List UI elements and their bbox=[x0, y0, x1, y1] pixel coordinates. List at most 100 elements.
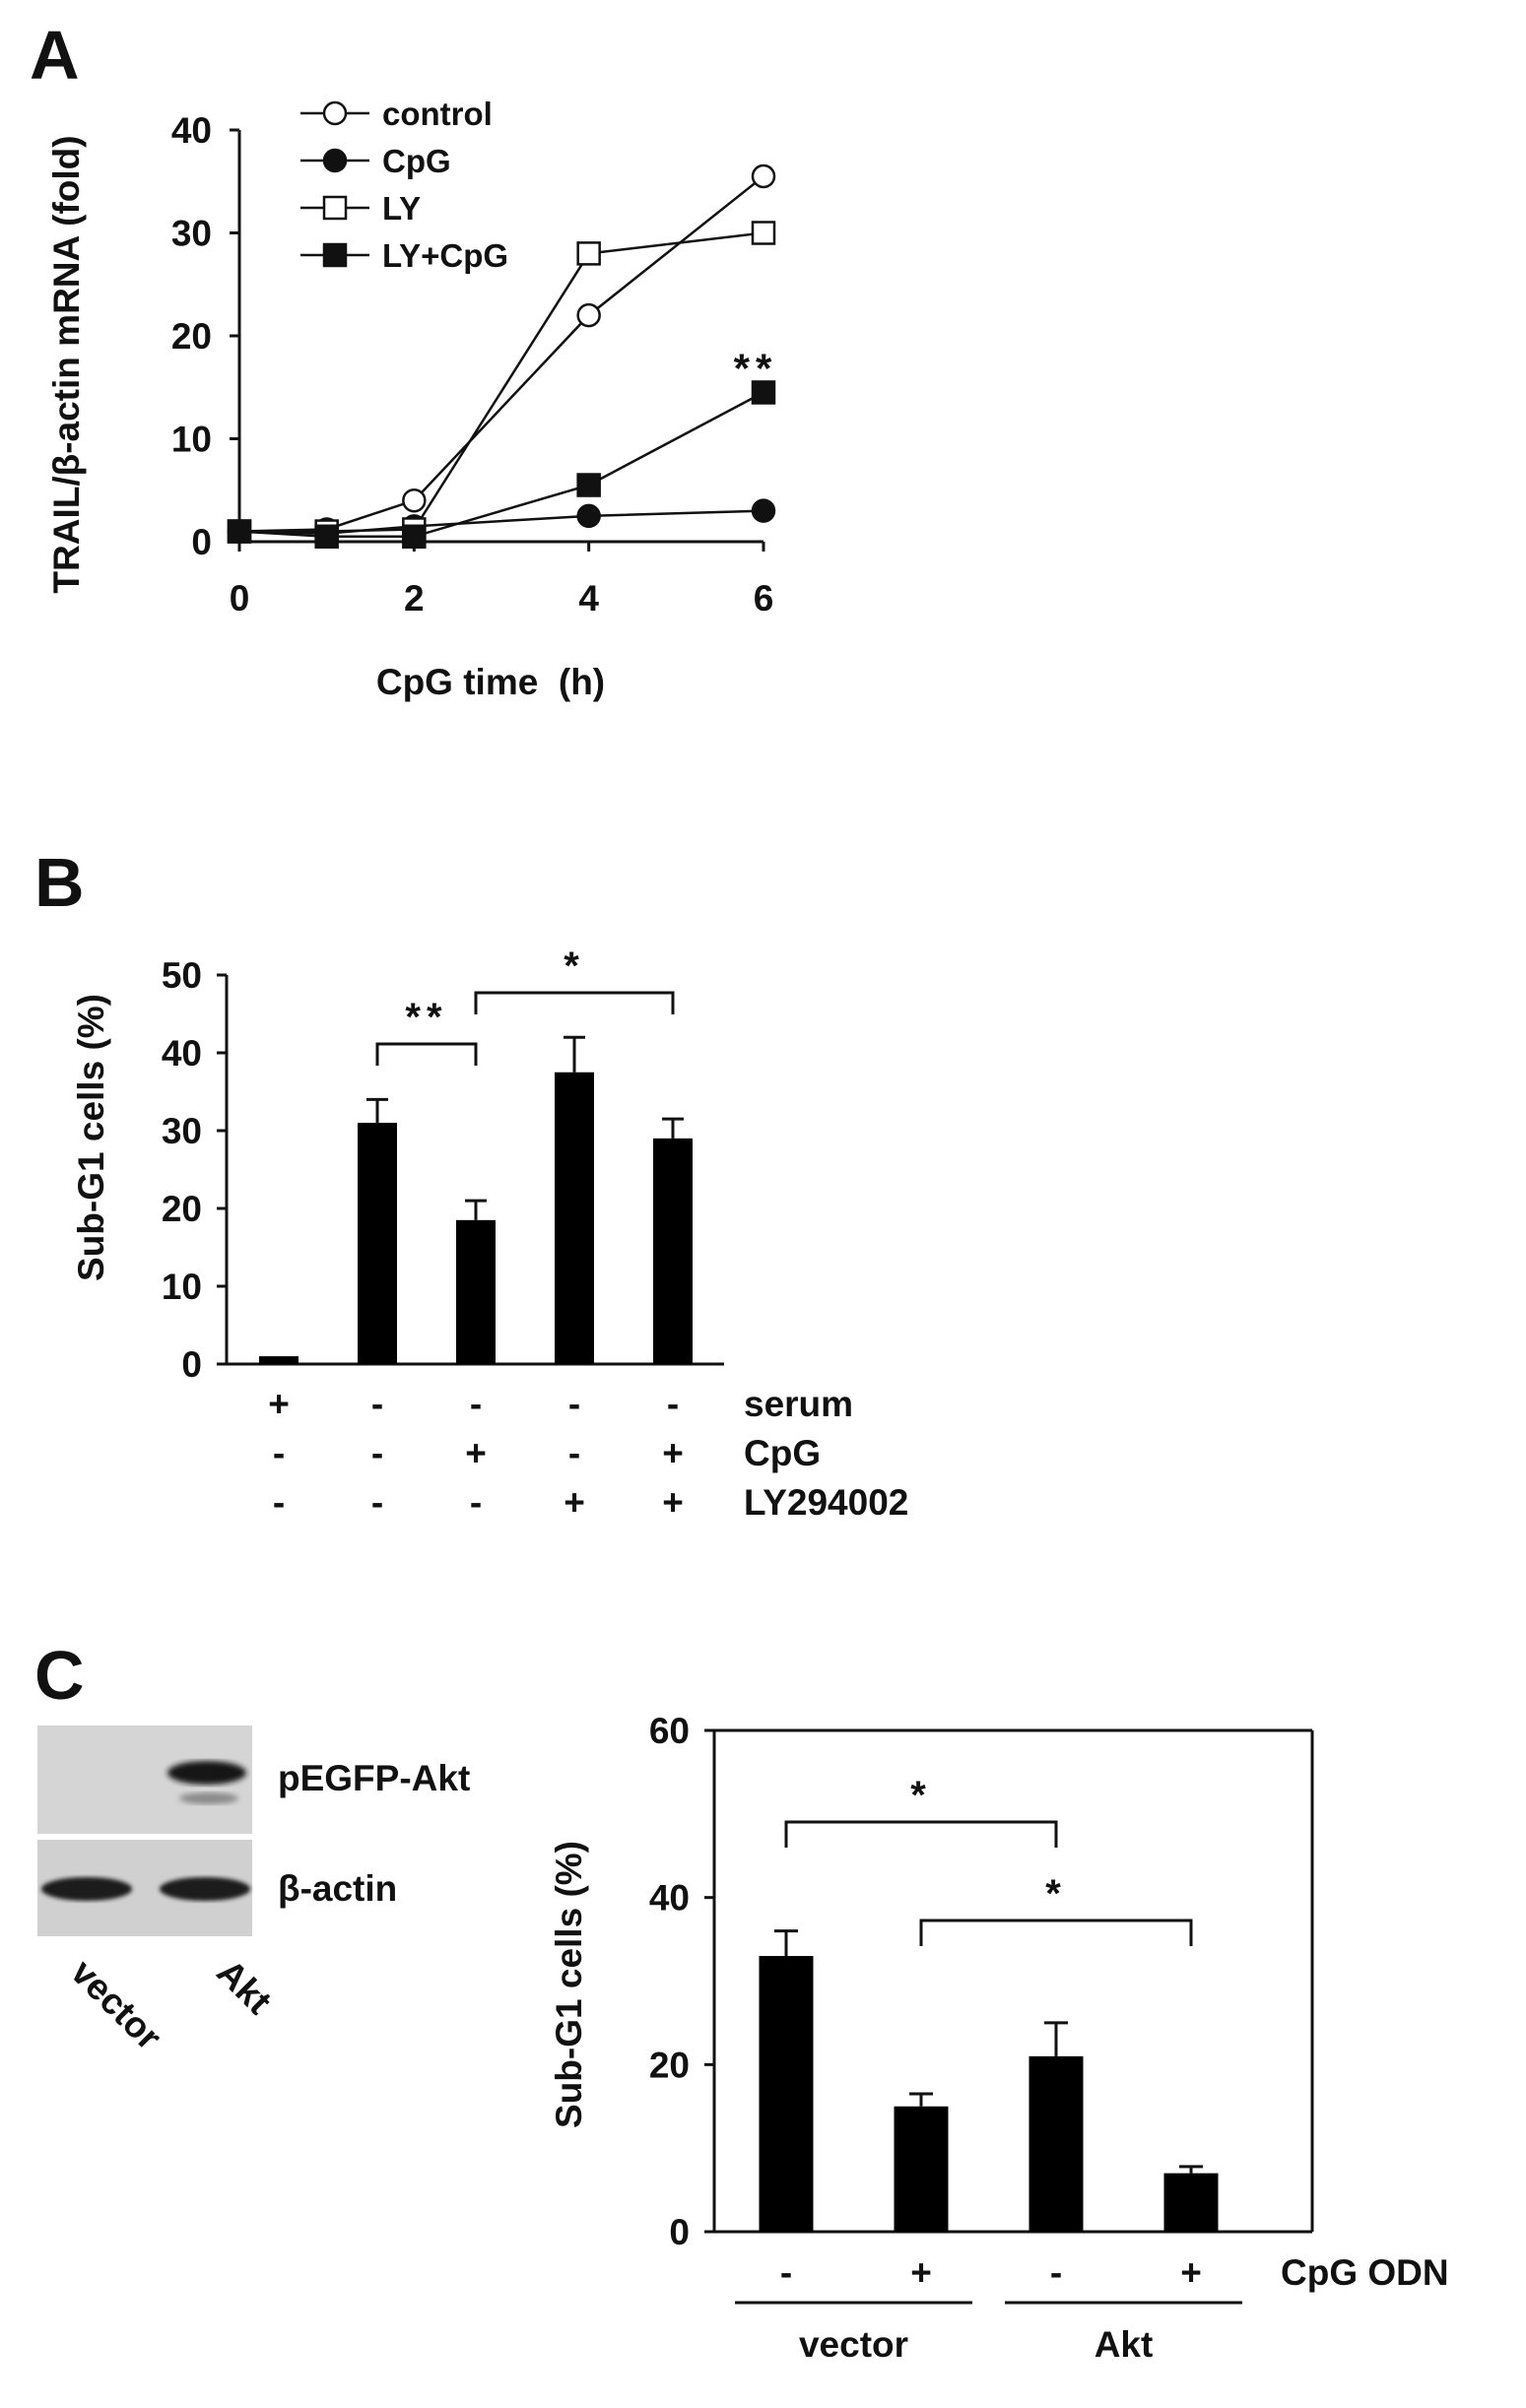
c-cpg-label: CpG ODN bbox=[1281, 2252, 1449, 2293]
a-y-tick-label: 20 bbox=[171, 316, 212, 357]
a-point-open-circle bbox=[751, 163, 776, 189]
panel-c-y-axis-label: Sub-G1 cells (%) bbox=[549, 1841, 589, 2128]
panel-b-y-axis-label: Sub-G1 cells (%) bbox=[71, 994, 111, 1281]
b-bar bbox=[456, 1219, 496, 1364]
a-series-line-ly bbox=[239, 231, 764, 533]
band-akt-pegfp-faint bbox=[179, 1792, 238, 1804]
a-point-open-square bbox=[576, 241, 601, 266]
panel-a-x-axis-label: CpG time (h) bbox=[376, 662, 605, 702]
c-group-label: Akt bbox=[1095, 2324, 1154, 2365]
c-significance-mark: * bbox=[910, 1774, 932, 1817]
b-significance-mark: * bbox=[564, 944, 585, 988]
a-x-tick-label: 6 bbox=[754, 578, 774, 618]
b-condition-sign: - bbox=[568, 1384, 580, 1424]
panel-c-bars bbox=[759, 1929, 1219, 2232]
b-condition-sign: + bbox=[662, 1433, 684, 1473]
a-point-filled-circle bbox=[322, 148, 348, 173]
blot-lane-label-vector: vector bbox=[63, 1952, 169, 2058]
b-condition-sign: - bbox=[273, 1482, 285, 1523]
a-point-filled-circle bbox=[751, 498, 776, 523]
c-y-tick-label: 40 bbox=[649, 1878, 690, 1919]
a-series-line-control bbox=[238, 175, 764, 533]
b-y-tick-label: 0 bbox=[181, 1344, 202, 1385]
panel-c-significance: ** bbox=[784, 1774, 1193, 1946]
a-point-open-circle bbox=[322, 100, 348, 126]
b-condition-sign: + bbox=[268, 1384, 290, 1424]
c-y-tick-label: 20 bbox=[649, 2045, 690, 2085]
b-condition-sign: - bbox=[371, 1384, 383, 1424]
panel-b-conditions: + - - - - serum - - + - + CpG - - - + + LY294002 bbox=[268, 1384, 908, 1523]
c-bar bbox=[1028, 2055, 1084, 2232]
b-y-tick-label: 40 bbox=[162, 1033, 202, 1074]
c-significance-bracket bbox=[784, 1820, 1058, 1848]
a-point-open-square bbox=[322, 195, 348, 221]
b-condition-sign: - bbox=[470, 1384, 482, 1424]
panel-a-axes: 0 10 20 30 40 0 2 4 6 bbox=[171, 110, 773, 618]
a-point-open-circle bbox=[576, 302, 601, 328]
a-legend-label: LY bbox=[382, 190, 421, 227]
panel-a-line-chart: 0 10 20 30 40 0 2 4 6 ** control CpG LY LY+CpG CpG … bbox=[46, 96, 778, 702]
b-condition-sign: + bbox=[564, 1482, 585, 1523]
b-y-tick-label: 30 bbox=[162, 1111, 202, 1151]
b-condition-sign: - bbox=[470, 1482, 482, 1523]
western-blot: pEGFP-Akt β-actin vector Akt bbox=[37, 1725, 470, 2057]
b-condition-sign: + bbox=[662, 1482, 684, 1523]
band-akt-pegfp bbox=[167, 1761, 246, 1785]
b-condition-sign: - bbox=[568, 1433, 580, 1473]
c-cpg-sign: - bbox=[1050, 2252, 1062, 2293]
b-condition-sign: - bbox=[371, 1482, 383, 1523]
c-significance-bracket bbox=[919, 1919, 1193, 1946]
a-significance-mark: ** bbox=[734, 345, 778, 391]
panel-c-bar-chart: 0 20 40 60 ** - + - + CpG ODN vector Akt Sub-G1 c… bbox=[549, 1711, 1449, 2365]
a-point-filled-square bbox=[576, 473, 601, 497]
a-series-line-ly-cpg bbox=[238, 391, 764, 539]
panel-b-bars bbox=[259, 1035, 693, 1364]
c-y-tick-label: 60 bbox=[649, 1711, 690, 1751]
c-group-label: vector bbox=[799, 2324, 908, 2365]
c-cpg-sign: + bbox=[910, 2252, 932, 2293]
panel-a-legend: control CpG LY LY+CpG bbox=[300, 96, 508, 274]
panel-c-letter: C bbox=[34, 1637, 85, 1714]
a-point-filled-square bbox=[227, 519, 252, 544]
panel-b-letter: B bbox=[34, 844, 85, 921]
b-condition-sign: - bbox=[273, 1433, 285, 1473]
b-significance-mark: ** bbox=[405, 996, 447, 1039]
blot-lane-label-akt: Akt bbox=[209, 1952, 279, 2022]
b-y-tick-label: 20 bbox=[162, 1189, 202, 1229]
panel-c-axes: 0 20 40 60 bbox=[649, 1711, 1314, 2252]
c-bar bbox=[1163, 2173, 1219, 2232]
a-point-filled-square bbox=[322, 242, 348, 268]
panel-b-significance: *** bbox=[375, 944, 675, 1066]
a-y-tick-label: 30 bbox=[171, 214, 212, 254]
a-legend-label: CpG bbox=[382, 143, 451, 179]
a-y-tick-label: 0 bbox=[191, 522, 212, 562]
a-point-open-square bbox=[751, 221, 776, 245]
b-y-tick-label: 10 bbox=[162, 1267, 202, 1307]
a-point-filled-square bbox=[402, 524, 427, 550]
b-y-tick-label: 50 bbox=[162, 955, 202, 996]
c-cpg-sign: - bbox=[780, 2252, 792, 2293]
a-point-filled-square bbox=[314, 524, 339, 550]
a-y-tick-label: 10 bbox=[171, 420, 212, 460]
b-bar bbox=[653, 1138, 693, 1364]
panel-a-y-axis-label: TRAIL/β-actin mRNA (fold) bbox=[46, 135, 87, 593]
a-x-tick-label: 2 bbox=[404, 578, 425, 618]
blot-label-beta-actin: β-actin bbox=[278, 1868, 397, 1909]
a-point-open-circle bbox=[402, 488, 427, 513]
b-significance-bracket bbox=[375, 1042, 478, 1066]
c-bar bbox=[759, 1956, 814, 2232]
a-legend-label: control bbox=[382, 96, 493, 132]
c-y-tick-label: 0 bbox=[669, 2212, 690, 2252]
b-bar bbox=[259, 1356, 299, 1364]
c-cpg-sign: + bbox=[1180, 2252, 1202, 2293]
a-x-tick-label: 0 bbox=[230, 578, 250, 618]
b-condition-label: LY294002 bbox=[744, 1482, 908, 1523]
panel-a-series: ** bbox=[227, 163, 778, 550]
panel-c-conditions: - + - + CpG ODN vector Akt bbox=[735, 2252, 1449, 2365]
b-bar bbox=[358, 1123, 397, 1364]
b-significance-bracket bbox=[474, 991, 675, 1014]
b-condition-sign: - bbox=[667, 1384, 679, 1424]
band-vector-beta-actin bbox=[41, 1877, 132, 1901]
a-point-filled-square bbox=[751, 380, 776, 405]
